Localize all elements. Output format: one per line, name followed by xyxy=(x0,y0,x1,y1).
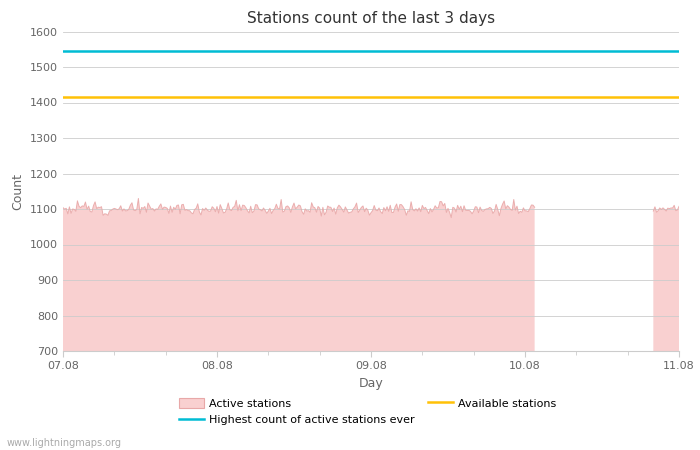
Text: www.lightningmaps.org: www.lightningmaps.org xyxy=(7,438,122,448)
Title: Stations count of the last 3 days: Stations count of the last 3 days xyxy=(247,11,495,26)
Legend: Active stations, Highest count of active stations ever, Available stations: Active stations, Highest count of active… xyxy=(179,398,556,425)
Y-axis label: Count: Count xyxy=(11,173,25,210)
X-axis label: Day: Day xyxy=(358,377,384,390)
